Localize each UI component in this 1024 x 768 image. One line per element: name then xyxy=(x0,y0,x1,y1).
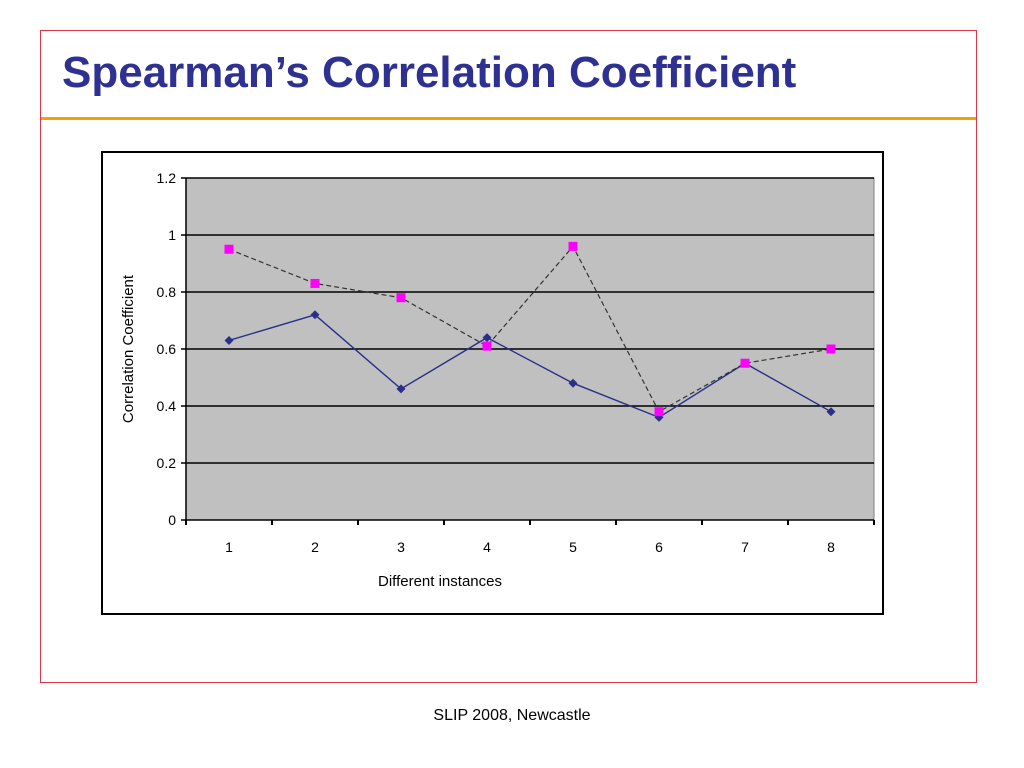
y-tick-label: 0.6 xyxy=(157,341,177,357)
x-tick-label: 1 xyxy=(225,539,233,555)
data-point xyxy=(224,244,234,254)
data-point xyxy=(568,378,578,388)
y-tick-label: 0.8 xyxy=(157,284,177,300)
series-1-line xyxy=(228,314,832,419)
x-tick-label: 3 xyxy=(397,539,405,555)
data-point xyxy=(482,333,492,343)
data-point xyxy=(654,407,664,417)
x-tick-label: 2 xyxy=(311,539,319,555)
y-tick-label: 0.4 xyxy=(157,398,177,414)
slide-footer: SLIP 2008, Newcastle xyxy=(433,707,591,724)
y-tick-label: 1 xyxy=(168,227,176,243)
axes xyxy=(181,177,875,525)
data-point xyxy=(310,278,320,288)
data-point xyxy=(224,335,234,345)
x-tick-label: 4 xyxy=(483,539,491,555)
y-axis-title: Correlation Coefficient xyxy=(120,274,137,423)
series xyxy=(224,241,836,422)
data-point xyxy=(396,293,406,303)
y-tick-label: 0 xyxy=(168,512,176,528)
data-point xyxy=(396,384,406,394)
data-point xyxy=(482,341,492,351)
slide-title: Spearman’s Correlation Coefficient xyxy=(62,48,797,97)
x-tick-label: 7 xyxy=(741,539,749,555)
series-2 xyxy=(224,241,836,417)
title-rule xyxy=(41,117,976,120)
data-point xyxy=(740,358,750,368)
data-point xyxy=(310,310,320,320)
series-2-line xyxy=(228,245,832,413)
chart-container: 0 0.2 0.4 0.6 0.8 1 1.2 1 2 3 4 5 6 7 8 Different inst… xyxy=(101,151,884,615)
data-point xyxy=(826,407,836,417)
slide-frame xyxy=(40,30,977,683)
line-chart: 0 0.2 0.4 0.6 0.8 1 1.2 1 2 3 4 5 6 7 8 Different inst… xyxy=(120,170,875,590)
y-tick-label: 1.2 xyxy=(157,170,177,186)
x-tick-label: 5 xyxy=(569,539,577,555)
x-axis-title: Different instances xyxy=(378,573,502,590)
data-point xyxy=(826,344,836,354)
gridlines xyxy=(186,177,874,464)
y-tick-label: 0.2 xyxy=(157,455,177,471)
x-tick-label: 6 xyxy=(655,539,663,555)
tick-labels: 0 0.2 0.4 0.6 0.8 1 1.2 1 2 3 4 5 6 7 8 xyxy=(157,170,836,555)
data-point xyxy=(568,241,578,251)
x-tick-label: 8 xyxy=(827,539,835,555)
